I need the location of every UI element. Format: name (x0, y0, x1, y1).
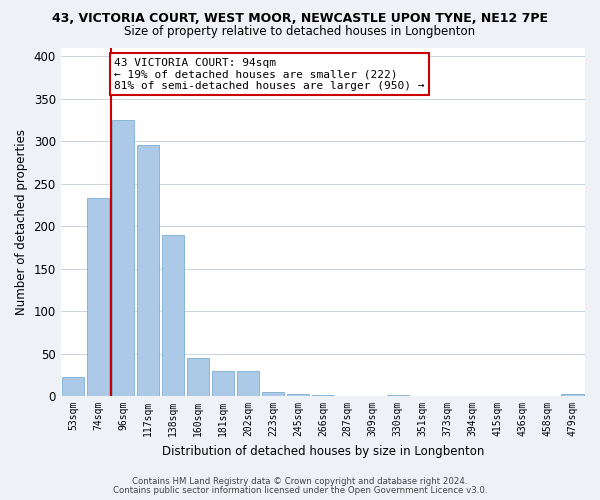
Bar (162, 234, 184, 396)
Text: 43, VICTORIA COURT, WEST MOOR, NEWCASTLE UPON TYNE, NE12 7PE: 43, VICTORIA COURT, WEST MOOR, NEWCASTLE… (52, 12, 548, 26)
Bar (236, 370, 259, 396)
X-axis label: Distribution of detached houses by size in Longbenton: Distribution of detached houses by size … (161, 444, 484, 458)
Bar (137, 146, 159, 396)
Bar (386, 395, 409, 396)
Text: Size of property relative to detached houses in Longbenton: Size of property relative to detached ho… (124, 25, 476, 38)
Y-axis label: Number of detached properties: Number of detached properties (15, 129, 28, 315)
Bar (62, 376, 85, 396)
Text: Contains HM Land Registry data © Crown copyright and database right 2024.: Contains HM Land Registry data © Crown c… (132, 478, 468, 486)
Bar (561, 394, 584, 396)
Text: Contains public sector information licensed under the Open Government Licence v3: Contains public sector information licen… (113, 486, 487, 495)
Text: 43 VICTORIA COURT: 94sqm
← 19% of detached houses are smaller (222)
81% of semi-: 43 VICTORIA COURT: 94sqm ← 19% of detach… (115, 58, 425, 91)
Bar (287, 394, 309, 396)
Bar (262, 392, 284, 396)
Bar (311, 395, 334, 396)
Bar (87, 198, 109, 396)
Bar (112, 120, 134, 396)
Bar (212, 372, 234, 396)
Bar (187, 358, 209, 396)
